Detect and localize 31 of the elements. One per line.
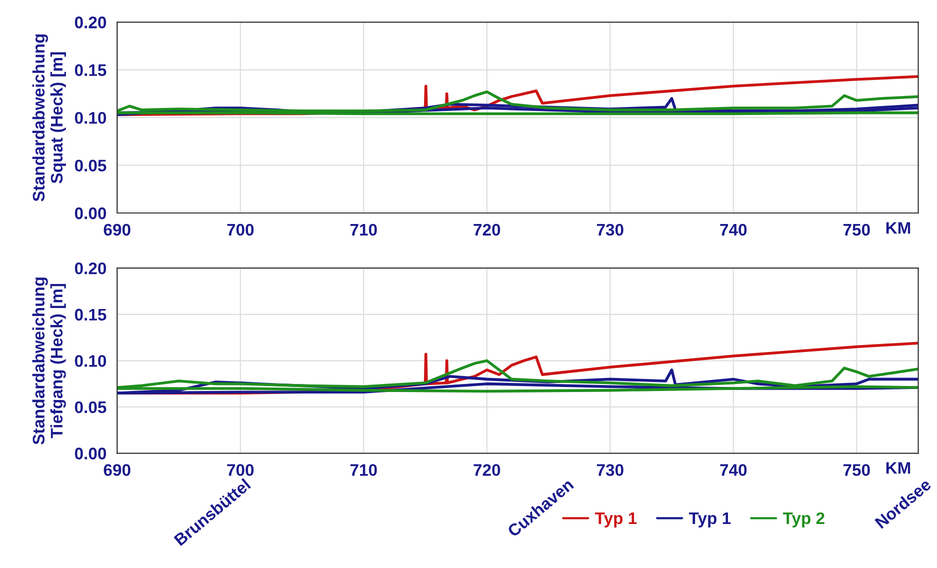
x-tick-label: 710 bbox=[350, 464, 377, 476]
legend-label: Typ 1 bbox=[595, 512, 637, 528]
y-tick-label: 0.00 bbox=[74, 448, 106, 460]
x-axis-title: KM bbox=[886, 462, 910, 474]
x-tick-label: 750 bbox=[843, 224, 870, 236]
x-axis-title: KM bbox=[886, 222, 910, 234]
x-tick-label: 730 bbox=[596, 464, 624, 476]
x-tick-label: 720 bbox=[474, 464, 500, 476]
x-tick-label: 740 bbox=[720, 464, 747, 476]
x-tick-label: 740 bbox=[720, 224, 747, 236]
y-tick-label: 0.05 bbox=[74, 160, 106, 172]
y-tick-label: 0.05 bbox=[74, 401, 106, 414]
y-axis-title: Standardabweichung Tiefgang (Heck) [m] bbox=[32, 278, 66, 444]
x-tick-label: 720 bbox=[474, 224, 500, 236]
y-tick-label: 0.10 bbox=[74, 355, 106, 367]
y-tick-label: 0.00 bbox=[74, 207, 106, 220]
y-tick-label: 0.20 bbox=[74, 16, 106, 28]
y-tick-label: 0.15 bbox=[74, 308, 106, 321]
x-tick-label: 700 bbox=[227, 224, 254, 236]
y-tick-label: 0.10 bbox=[74, 112, 106, 124]
x-tick-label: 690 bbox=[104, 464, 130, 476]
y-axis-title: Standardabweichung Squat (Heck) [m] bbox=[32, 34, 66, 202]
x-tick-label: 730 bbox=[596, 224, 624, 236]
x-tick-label: 710 bbox=[350, 224, 377, 236]
y-tick-label: 0.15 bbox=[74, 64, 106, 76]
legend-label: Typ 2 bbox=[782, 512, 824, 528]
y-tick-label: 0.20 bbox=[74, 262, 106, 274]
x-tick-label: 690 bbox=[104, 224, 130, 236]
x-tick-label: 750 bbox=[843, 464, 870, 476]
x-tick-label: 700 bbox=[227, 464, 254, 476]
legend-label: Typ 1 bbox=[688, 512, 731, 528]
